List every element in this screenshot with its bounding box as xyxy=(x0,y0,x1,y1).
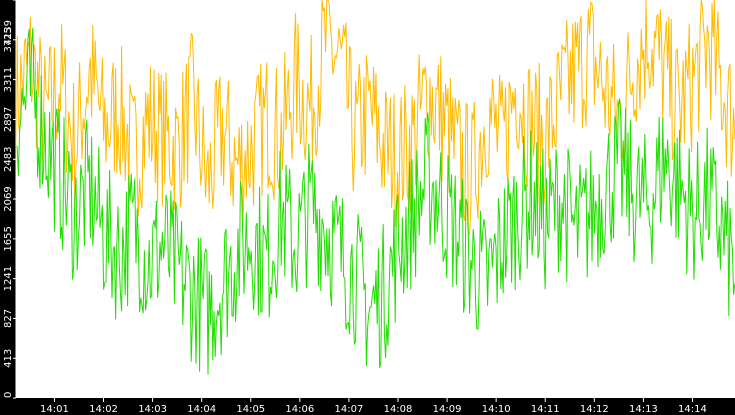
x-tick-label: 14:04 xyxy=(187,404,216,415)
x-tick-label: 14:02 xyxy=(89,404,118,415)
y-tick-label: 827 xyxy=(3,309,14,328)
y-tick-label: 1655 xyxy=(3,226,14,251)
y-tick-label: 1241 xyxy=(3,266,14,291)
y-tick-label: 3725 xyxy=(3,27,14,52)
x-tick-label: 14:06 xyxy=(285,404,314,415)
x-tick-label: 14:14 xyxy=(678,404,707,415)
x-tick-label: 14:01 xyxy=(40,404,69,415)
series-line-2 xyxy=(15,27,735,375)
y-tick-label: 2897 xyxy=(3,107,14,132)
series-line-1 xyxy=(15,0,735,237)
x-tick-label: 14:09 xyxy=(433,404,462,415)
y-tick-label: 2483 xyxy=(3,147,14,172)
y-tick-label: 2069 xyxy=(3,186,14,211)
x-tick-label: 14:10 xyxy=(482,404,511,415)
plot-area xyxy=(16,0,735,398)
x-tick-label: 14:05 xyxy=(236,404,265,415)
y-tick-label: 413 xyxy=(3,349,14,368)
x-tick-label: 14:08 xyxy=(384,404,413,415)
x-tick-label: 14:03 xyxy=(138,404,167,415)
y-tick-label: 0 xyxy=(3,392,14,398)
y-tick-label: 3311 xyxy=(3,67,14,92)
x-tick-label: 14:07 xyxy=(335,404,364,415)
x-tick-label: 14:13 xyxy=(629,404,658,415)
x-tick-label: 14:11 xyxy=(531,404,560,415)
x-tick-label: 14:12 xyxy=(580,404,609,415)
y-tick-label: 4139 xyxy=(3,20,14,45)
series-layer xyxy=(15,0,735,375)
x-axis: 14:01 14:02 14:03 14:04 14:05 14:06 14:07 14:08… xyxy=(40,398,707,415)
